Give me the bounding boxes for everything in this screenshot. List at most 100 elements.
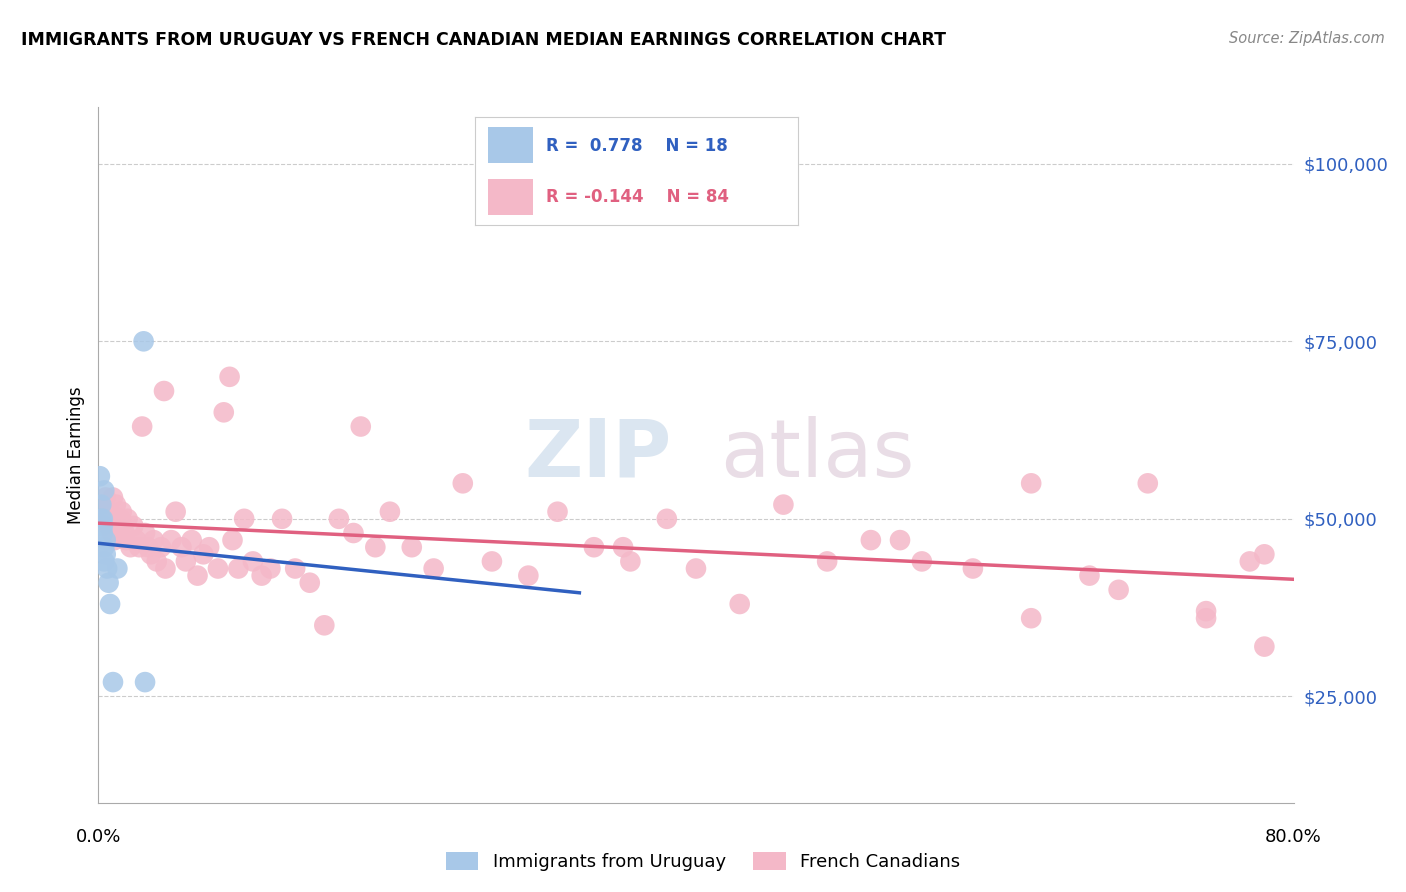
- Point: [98, 597, 121, 611]
- Point: [1253, 547, 1275, 561]
- Point: [93, 554, 115, 568]
- Point: [97, 575, 120, 590]
- Point: [97, 519, 120, 533]
- Point: [889, 533, 911, 548]
- Point: [103, 533, 125, 548]
- Point: [170, 540, 193, 554]
- Point: [221, 533, 243, 548]
- Point: [122, 519, 145, 533]
- Point: [1078, 568, 1101, 582]
- Point: [94, 533, 117, 548]
- Point: [218, 369, 240, 384]
- Text: IMMIGRANTS FROM URUGUAY VS FRENCH CANADIAN MEDIAN EARNINGS CORRELATION CHART: IMMIGRANTS FROM URUGUAY VS FRENCH CANADI…: [21, 31, 946, 49]
- Point: [100, 526, 122, 541]
- Point: [342, 526, 364, 541]
- Point: [96, 561, 118, 575]
- Point: [228, 561, 250, 575]
- Point: [962, 561, 984, 575]
- Point: [101, 491, 124, 505]
- Text: 80.0%: 80.0%: [1265, 828, 1322, 846]
- Point: [142, 533, 165, 548]
- Point: [685, 561, 707, 575]
- Point: [328, 512, 350, 526]
- Point: [250, 568, 273, 582]
- Point: [1019, 476, 1042, 491]
- Point: [174, 554, 197, 568]
- Y-axis label: Median Earnings: Median Earnings: [66, 386, 84, 524]
- Point: [815, 554, 838, 568]
- Point: [1195, 604, 1218, 618]
- Point: [155, 561, 177, 575]
- Point: [422, 561, 444, 575]
- Point: [111, 505, 134, 519]
- Point: [212, 405, 235, 419]
- Point: [91, 498, 114, 512]
- Point: [298, 575, 321, 590]
- Point: [284, 561, 307, 575]
- Point: [91, 512, 114, 526]
- Point: [198, 540, 221, 554]
- Point: [153, 384, 176, 398]
- Point: [911, 554, 934, 568]
- Point: [94, 547, 117, 561]
- Point: [207, 561, 229, 575]
- Point: [481, 554, 503, 568]
- Point: [150, 540, 173, 554]
- Point: [1019, 611, 1042, 625]
- Point: [125, 533, 148, 548]
- Point: [619, 554, 641, 568]
- Point: [233, 512, 256, 526]
- Point: [259, 561, 281, 575]
- Point: [93, 483, 115, 498]
- Point: [104, 498, 127, 512]
- Point: [89, 469, 111, 483]
- Point: [90, 498, 112, 512]
- Point: [128, 540, 150, 554]
- Point: [1195, 611, 1218, 625]
- Point: [772, 498, 794, 512]
- Point: [582, 540, 605, 554]
- Point: [655, 512, 678, 526]
- Point: [193, 547, 215, 561]
- Legend: Immigrants from Uruguay, French Canadians: Immigrants from Uruguay, French Canadian…: [439, 845, 967, 879]
- Point: [93, 540, 115, 554]
- Point: [110, 512, 132, 526]
- Point: [165, 505, 187, 519]
- Point: [401, 540, 423, 554]
- Point: [105, 561, 128, 575]
- Point: [139, 547, 162, 561]
- Point: [101, 675, 124, 690]
- Point: [117, 512, 139, 526]
- Text: atlas: atlas: [720, 416, 914, 494]
- Point: [132, 334, 155, 349]
- Point: [242, 554, 264, 568]
- Point: [1108, 582, 1130, 597]
- Point: [350, 419, 373, 434]
- Point: [1253, 640, 1275, 654]
- Point: [612, 540, 634, 554]
- Point: [517, 568, 540, 582]
- Point: [186, 568, 208, 582]
- Text: ZIP: ZIP: [524, 416, 672, 494]
- Point: [547, 505, 569, 519]
- Point: [1239, 554, 1261, 568]
- Point: [728, 597, 751, 611]
- Point: [134, 675, 156, 690]
- Point: [96, 512, 118, 526]
- Point: [859, 533, 882, 548]
- Point: [136, 540, 159, 554]
- Point: [93, 505, 115, 519]
- Text: Source: ZipAtlas.com: Source: ZipAtlas.com: [1229, 31, 1385, 46]
- Text: 0.0%: 0.0%: [76, 828, 121, 846]
- Point: [451, 476, 474, 491]
- Point: [271, 512, 294, 526]
- Point: [98, 505, 121, 519]
- Point: [364, 540, 387, 554]
- Point: [90, 512, 112, 526]
- Point: [378, 505, 401, 519]
- Point: [105, 519, 128, 533]
- Point: [108, 526, 131, 541]
- Point: [115, 533, 138, 548]
- Point: [180, 533, 202, 548]
- Point: [1136, 476, 1159, 491]
